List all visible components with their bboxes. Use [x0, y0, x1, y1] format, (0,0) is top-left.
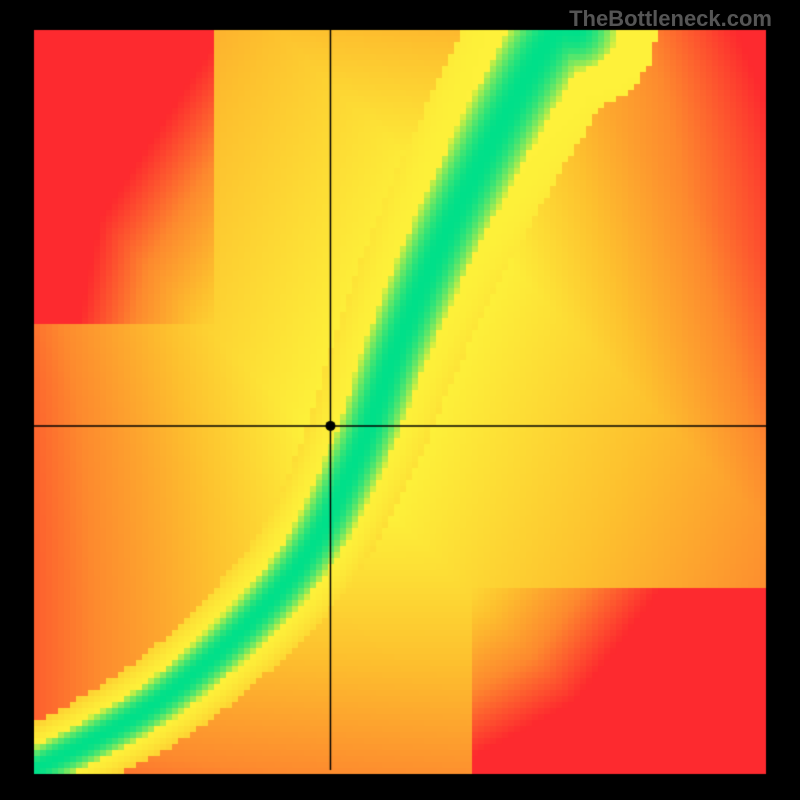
- chart-container: TheBottleneck.com: [0, 0, 800, 800]
- heatmap-canvas: [0, 0, 800, 800]
- watermark-label: TheBottleneck.com: [569, 6, 772, 32]
